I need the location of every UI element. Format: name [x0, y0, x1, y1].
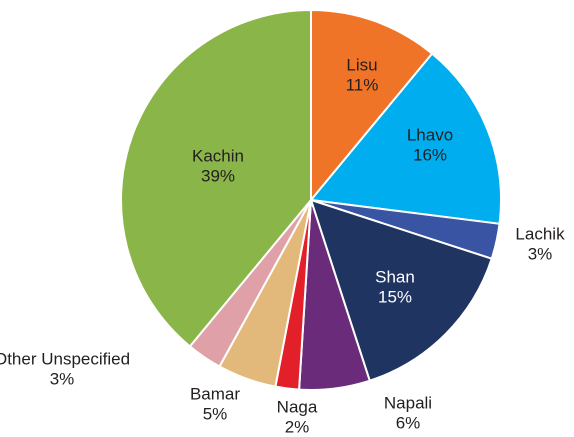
slice-label: Lisu [346, 55, 377, 74]
slice-value-label: 2% [285, 417, 310, 436]
pie-slice [120, 8, 312, 348]
slice-label: Lachik [515, 224, 565, 243]
slice-label: Kachin [192, 146, 244, 165]
slice-label: Other Unspecified [0, 349, 130, 368]
slice-label: Shan [375, 267, 415, 286]
slice-value-label: 15% [378, 287, 412, 306]
slice-label: Lhavo [407, 125, 453, 144]
slice-label: Napali [384, 393, 432, 412]
slice-value-label: 3% [528, 244, 553, 263]
pie-slice [309, 52, 502, 225]
slice-value-label: 6% [396, 413, 421, 432]
slice-value-label: 5% [203, 404, 228, 423]
pie-slice [309, 198, 493, 382]
slice-label: Naga [277, 397, 318, 416]
pie-slice [310, 8, 434, 203]
slice-value-label: 39% [201, 166, 235, 185]
slice-value-label: 11% [346, 75, 379, 94]
slice-value-label: 16% [413, 145, 447, 164]
slice-label: Bamar [190, 384, 240, 403]
slice-value-label: 3% [50, 369, 75, 388]
